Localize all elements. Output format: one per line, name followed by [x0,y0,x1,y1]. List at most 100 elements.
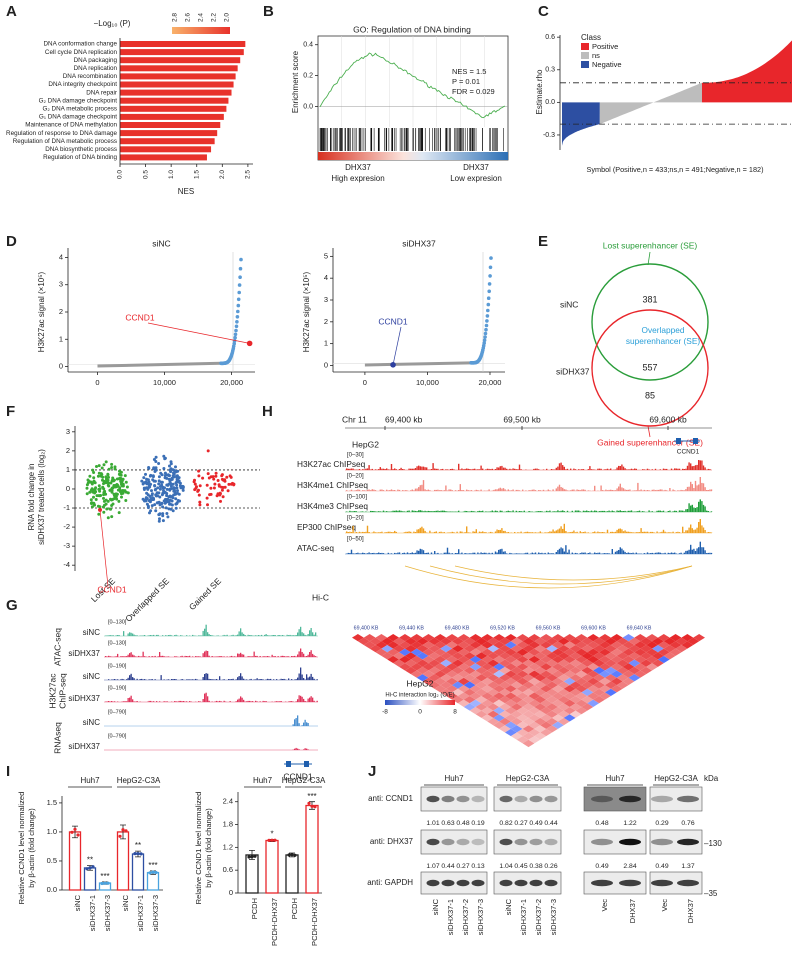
signal-bar [643,489,645,491]
hic-cell [628,659,641,667]
hic-cell [469,699,482,707]
gene-label: CCND1 [677,449,700,456]
hic-cell [534,659,547,667]
signal-bar [378,511,380,512]
gene-pointer [392,326,402,365]
signal-bar [301,725,303,726]
x-tick-label: 10,000 [416,378,439,387]
signal-bar [232,656,234,657]
hic-cell [504,677,517,686]
y-tick-label: 1.2 [223,842,233,851]
signal-bar [624,468,626,470]
signal-bar [595,532,597,533]
signal-bar [685,489,687,491]
hic-cell [457,655,470,664]
signal-bar [576,531,578,533]
signal-bar [470,469,473,470]
hic-cell [581,688,594,697]
signal-bar [478,531,481,533]
signal-bar [539,531,541,533]
signal-bar [440,490,442,491]
signal-bar [352,553,354,554]
hic-cell [493,655,505,664]
gene-dot [219,499,222,503]
signal-bar [354,490,356,491]
y-tick-label: 0 [229,888,233,897]
signal-bar [247,634,249,636]
hic-cell [375,641,388,649]
signal-bar [406,531,409,533]
signal-bar [238,698,240,702]
signal-bar [362,531,364,533]
signal-bar [688,549,690,554]
signal-bar [518,490,521,491]
signal-bar [243,699,245,702]
signal-bar [392,510,394,512]
signal-bar [674,468,676,470]
signal-bar [243,633,245,636]
gene-dot [170,499,174,503]
quantification-label: 1.37 [681,863,694,870]
y-tick-label: 0.6 [223,865,233,874]
gene-dot [169,495,173,499]
signal-bar [541,552,543,554]
signal-bar [501,465,503,470]
signal-bar [563,523,565,533]
band [677,795,699,803]
band [471,838,485,846]
signal-bar [235,701,237,702]
signal-bar [360,511,362,512]
bar [120,65,238,72]
gene-dot [165,492,169,495]
gene-exon [304,761,309,767]
coordinate-label: 69,640 KB [627,625,652,631]
hic-cell [534,717,547,726]
signal-bar [472,468,474,470]
hic-cell [463,681,476,689]
signal-bar [464,510,466,512]
band [456,838,470,846]
signal-bar [295,656,297,657]
y-tick-label: 4 [324,273,328,282]
signal-bar [265,701,267,702]
signal-bar [309,676,311,680]
signal-bar [309,652,311,657]
hic-cell [622,663,635,671]
signal-bar [250,701,252,702]
signal-bar [509,552,511,554]
signal-bar [546,468,548,470]
signal-bar [570,532,572,533]
gene-dot [144,472,147,476]
gene-dot [171,482,175,486]
signal-bar [459,469,461,470]
signal-bar [414,552,417,554]
hic-cell [404,652,417,660]
signal-bar [165,635,167,636]
hic-cell [599,692,611,700]
signal-bar [422,480,425,491]
signal-bar [395,510,397,512]
signal-bar [229,656,231,657]
signal-bar [411,468,413,470]
gene-dot [163,471,167,475]
signal-bar [453,469,455,470]
chart-title: GO: Regulation of DNA binding [353,24,471,34]
signal-bar [370,510,372,512]
signal-bar [214,656,216,657]
bar [120,57,241,64]
hic-cell [452,666,464,675]
gene-dot [174,506,178,510]
hic-cell [593,674,605,682]
signal-bar [669,532,671,533]
legend-swatch [581,61,589,68]
signal-bar [370,490,372,491]
signal-bar [390,532,393,533]
gene-dot [124,499,128,502]
signal-bar [475,489,477,491]
signal-bar [193,679,195,680]
signal-bar [499,529,501,533]
hic-cell [534,666,547,675]
signal-bar [294,655,296,657]
signal-bar [477,490,479,491]
band [651,879,673,887]
